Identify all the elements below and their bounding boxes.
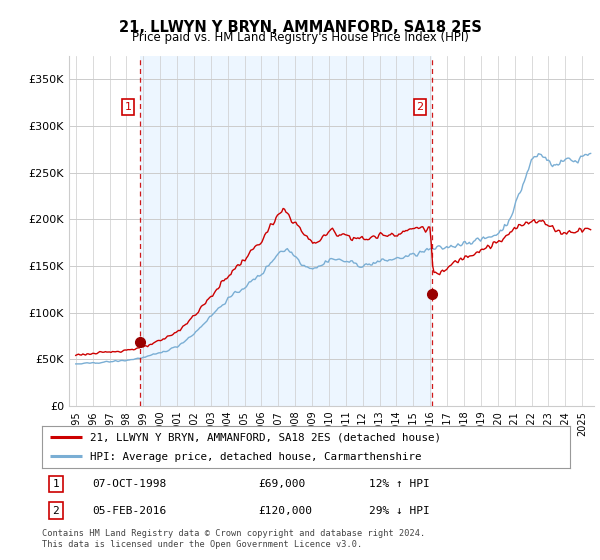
Bar bbox=[140, 56, 432, 406]
Text: 21, LLWYN Y BRYN, AMMANFORD, SA18 2ES: 21, LLWYN Y BRYN, AMMANFORD, SA18 2ES bbox=[119, 20, 481, 35]
Text: 1: 1 bbox=[125, 102, 131, 112]
Text: £120,000: £120,000 bbox=[259, 506, 313, 516]
Text: £69,000: £69,000 bbox=[259, 479, 306, 489]
Text: 21, LLWYN Y BRYN, AMMANFORD, SA18 2ES (detached house): 21, LLWYN Y BRYN, AMMANFORD, SA18 2ES (d… bbox=[89, 432, 440, 442]
Text: 2: 2 bbox=[53, 506, 59, 516]
Text: 2: 2 bbox=[416, 102, 424, 112]
Text: 1: 1 bbox=[53, 479, 59, 489]
Text: 29% ↓ HPI: 29% ↓ HPI bbox=[370, 506, 430, 516]
Text: 05-FEB-2016: 05-FEB-2016 bbox=[92, 506, 166, 516]
Text: 12% ↑ HPI: 12% ↑ HPI bbox=[370, 479, 430, 489]
Text: 07-OCT-1998: 07-OCT-1998 bbox=[92, 479, 166, 489]
Text: Price paid vs. HM Land Registry's House Price Index (HPI): Price paid vs. HM Land Registry's House … bbox=[131, 31, 469, 44]
Text: HPI: Average price, detached house, Carmarthenshire: HPI: Average price, detached house, Carm… bbox=[89, 452, 421, 461]
Text: Contains HM Land Registry data © Crown copyright and database right 2024.
This d: Contains HM Land Registry data © Crown c… bbox=[42, 529, 425, 549]
